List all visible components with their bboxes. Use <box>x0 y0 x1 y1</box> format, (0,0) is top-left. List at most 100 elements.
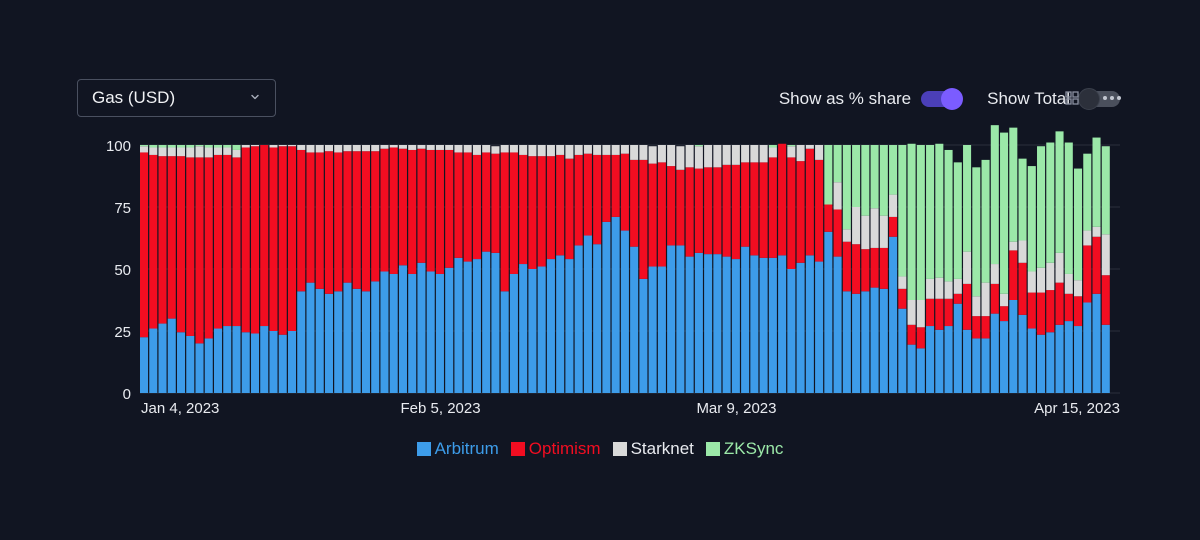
bar-segment-optimism <box>1000 306 1009 322</box>
bar-segment-starknet <box>509 145 518 153</box>
bar-segment-arbitrum <box>149 328 158 393</box>
bar-segment-optimism <box>232 157 241 327</box>
bar-segment-arbitrum <box>232 326 241 393</box>
bar-segment-arbitrum <box>426 271 435 393</box>
bar-segment-starknet <box>935 277 944 299</box>
legend-item-arbitrum[interactable]: Arbitrum <box>416 439 499 459</box>
bar-segment-optimism <box>796 161 805 263</box>
bar-segment-starknet <box>805 145 814 149</box>
bar-segment-optimism <box>556 154 565 256</box>
bar-segment-arbitrum <box>509 273 518 393</box>
legend-item-zksync[interactable]: ZKSync <box>705 439 783 459</box>
bar-segment-arbitrum <box>158 323 167 393</box>
bar-segment-optimism <box>509 152 518 274</box>
bar-segment-starknet <box>842 229 851 242</box>
bar-segment-optimism <box>1018 262 1027 315</box>
bar-segment-optimism <box>408 149 417 274</box>
bar-segment-starknet <box>630 145 639 160</box>
bar-segment-arbitrum <box>519 264 528 393</box>
bar-segment-arbitrum <box>417 262 426 393</box>
bar-segment-arbitrum <box>491 252 500 393</box>
bar-segment-optimism <box>583 153 592 236</box>
bar-segment-optimism <box>491 153 500 253</box>
bar-segment-starknet <box>417 145 426 149</box>
bar-segment-starknet <box>241 145 250 148</box>
bar-segment-starknet <box>713 145 722 168</box>
bar-segment-starknet <box>787 146 796 158</box>
bar-segment-starknet <box>1009 241 1018 251</box>
bar-segment-starknet <box>583 145 592 154</box>
bar-segment-optimism <box>731 164 740 260</box>
bar-segment-optimism <box>1101 275 1110 325</box>
bar-segment-arbitrum <box>593 244 602 393</box>
legend-item-optimism[interactable]: Optimism <box>510 439 601 459</box>
bar-segment-optimism <box>204 157 213 339</box>
more-icon[interactable] <box>1102 94 1122 102</box>
bar-segment-arbitrum <box>380 271 389 393</box>
bar-segment-starknet <box>879 215 888 248</box>
bar-segment-starknet <box>334 145 343 153</box>
bar-segment-optimism <box>750 162 759 256</box>
bar-segment-optimism <box>500 152 509 292</box>
bar-segment-starknet <box>454 145 463 153</box>
bar-segment-optimism <box>1027 292 1036 329</box>
bar-segment-starknet <box>287 145 297 147</box>
share-toggle[interactable] <box>921 88 964 110</box>
grid-icon[interactable] <box>1065 91 1079 105</box>
bar-segment-starknet <box>232 149 241 158</box>
bar-segment-arbitrum <box>334 291 343 393</box>
bar-segment-optimism <box>371 151 380 282</box>
bar-segment-zksync <box>935 143 944 278</box>
bar-segment-starknet <box>158 147 167 157</box>
legend-item-starknet[interactable]: Starknet <box>612 439 694 459</box>
bar-segment-zksync <box>1064 142 1073 274</box>
bar-segment-arbitrum <box>685 256 694 393</box>
bar-segment-optimism <box>861 249 870 292</box>
bar-segment-arbitrum <box>1055 324 1064 393</box>
bar-segment-optimism <box>1046 290 1055 333</box>
bar-segment-arbitrum <box>1074 326 1083 393</box>
total-toggle[interactable] <box>1078 88 1120 110</box>
bar-segment-optimism <box>824 204 833 232</box>
legend-swatch <box>705 442 720 456</box>
bar-segment-starknet <box>306 145 315 153</box>
bar-segment-starknet <box>472 145 481 155</box>
bar-segment-optimism <box>537 156 546 267</box>
bar-segment-optimism <box>630 159 639 247</box>
bar-segment-optimism <box>250 146 260 334</box>
bar-segment-starknet <box>741 145 750 163</box>
bar-segment-arbitrum <box>1046 332 1055 393</box>
bar-segment-starknet <box>916 300 925 328</box>
bar-segment-arbitrum <box>556 255 565 393</box>
bar-segment-zksync <box>963 145 972 252</box>
bar-segment-optimism <box>694 168 703 253</box>
bar-segment-zksync <box>213 145 223 148</box>
bar-segment-arbitrum <box>546 259 555 393</box>
bar-segment-starknet <box>140 146 149 153</box>
bar-segment-starknet <box>463 145 472 153</box>
bar-segment-optimism <box>269 147 278 331</box>
bar-segment-zksync <box>944 149 953 282</box>
bar-segment-zksync <box>1083 153 1092 231</box>
bar-segment-arbitrum <box>667 245 676 393</box>
bar-segment-optimism <box>805 148 814 256</box>
x-axis-ticks: Jan 4, 2023 Feb 5, 2023 Mar 9, 2023 Apr 15,… <box>141 400 1120 417</box>
bar-segment-optimism <box>158 156 167 324</box>
bar-segment-starknet <box>639 145 648 160</box>
bar-segment-optimism <box>778 143 787 256</box>
bar-segment-starknet <box>352 145 361 152</box>
metric-select[interactable]: Gas (USD) <box>77 79 276 117</box>
bar-segment-arbitrum <box>1027 328 1036 393</box>
bar-segment-starknet <box>500 145 509 153</box>
bar-segment-zksync <box>861 145 870 216</box>
total-toggle-label: Show Total <box>987 89 1070 108</box>
bar-segment-arbitrum <box>204 338 213 393</box>
x-tick-label: Jan 4, 2023 <box>141 400 219 417</box>
bar-segment-zksync <box>1055 131 1064 253</box>
bar-segment-starknet <box>667 145 676 167</box>
bar-segment-optimism <box>1064 293 1073 322</box>
bar-segment-starknet <box>1046 262 1055 291</box>
bar-segment-starknet <box>250 145 260 147</box>
bar-segment-arbitrum <box>167 318 176 393</box>
bar-segment-arbitrum <box>759 257 768 393</box>
